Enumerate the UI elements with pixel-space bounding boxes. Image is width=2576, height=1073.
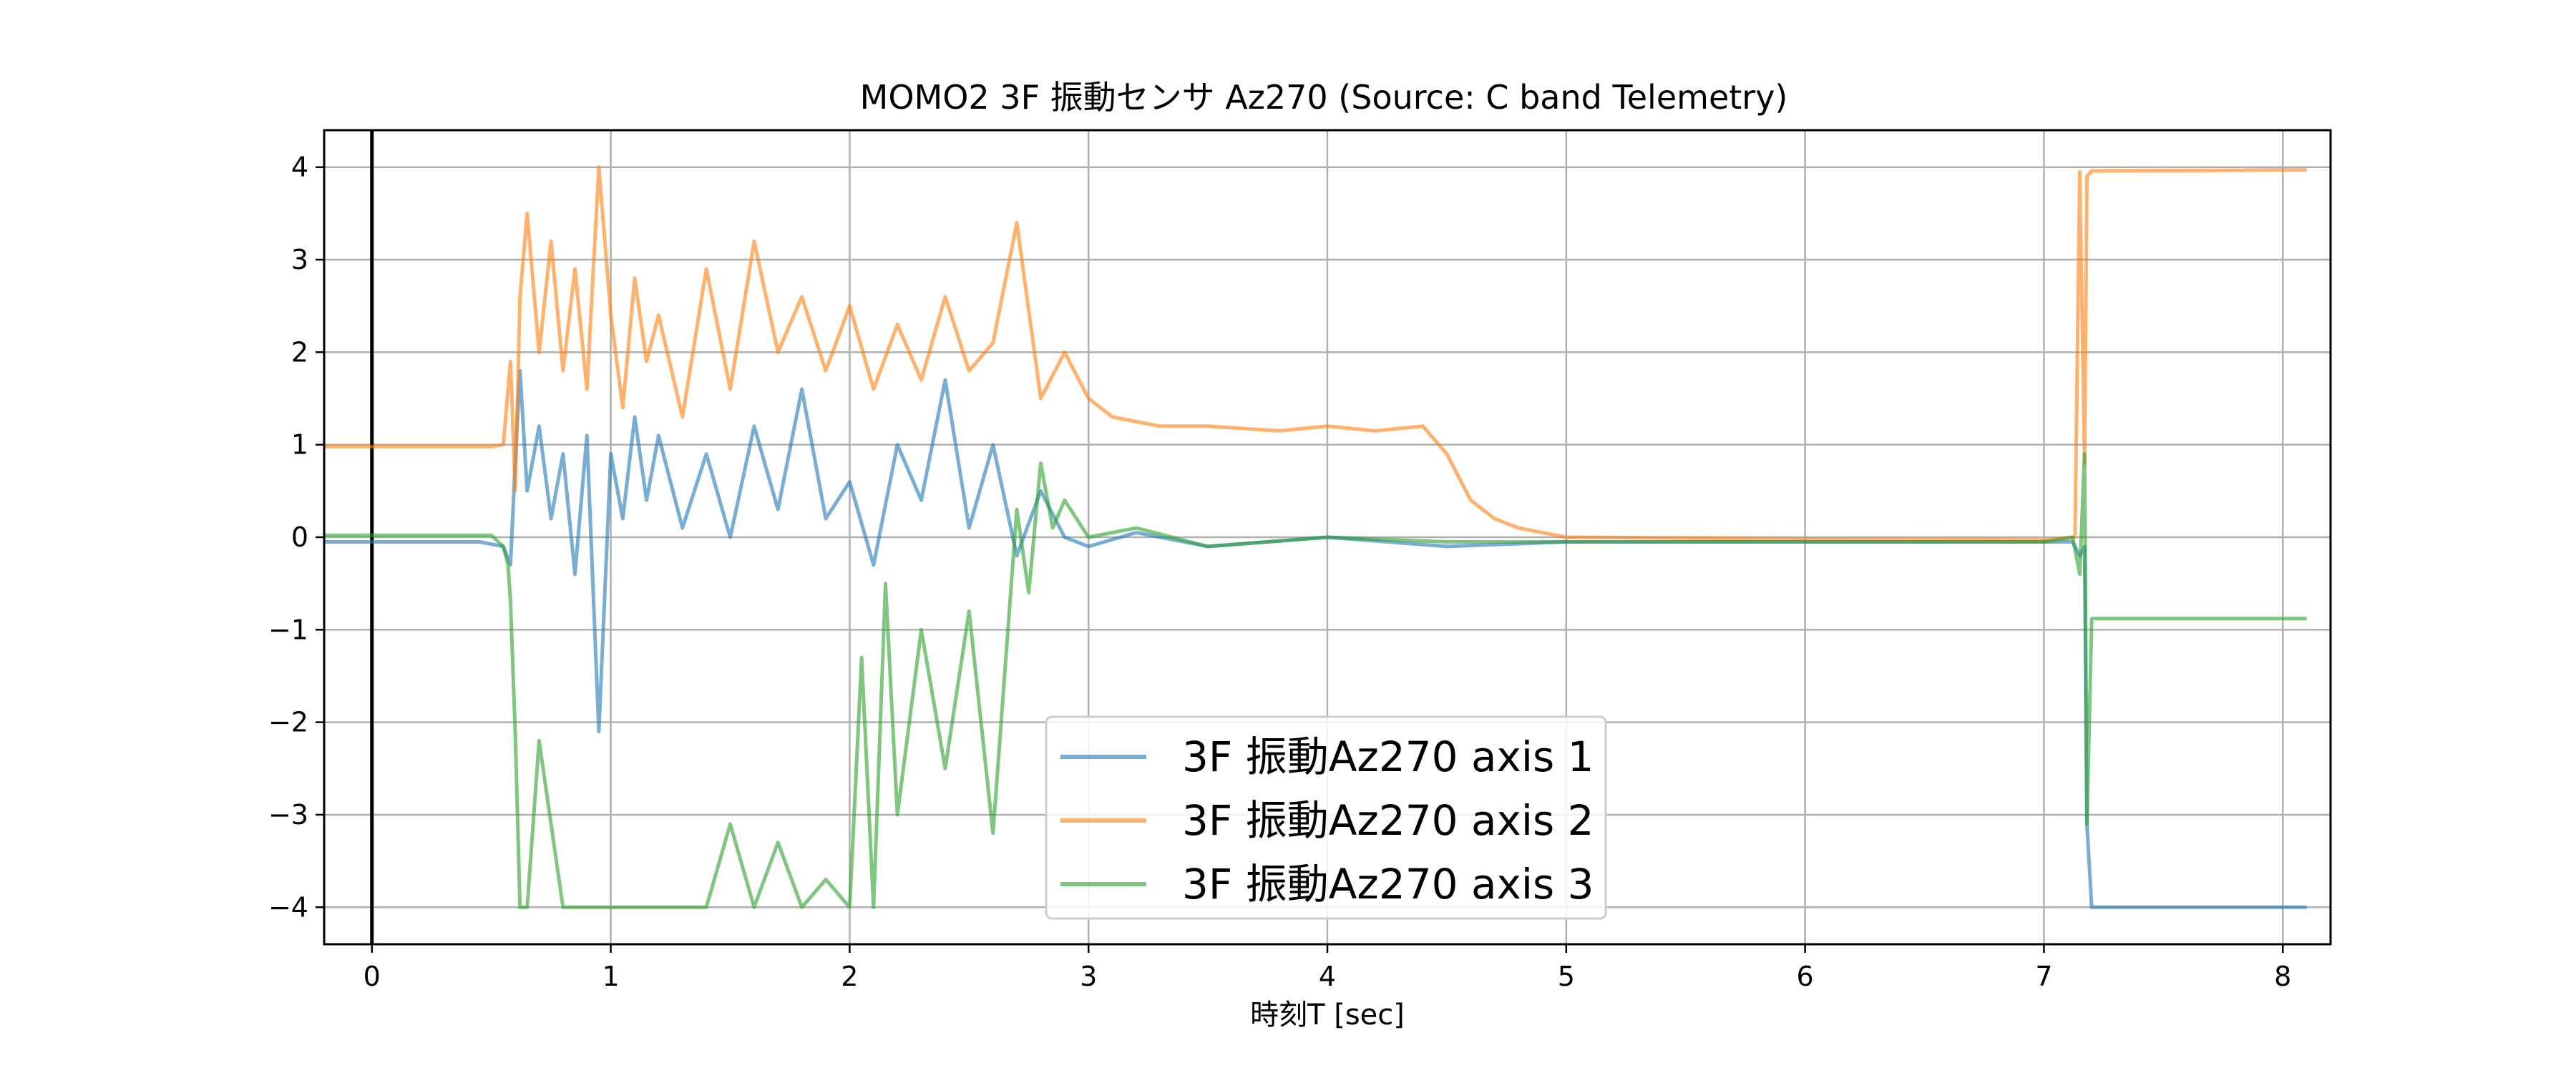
chart-title: MOMO2 3F 振動センサ Az270 (Source: C band Tel… <box>860 78 1788 117</box>
x-tick-label: 8 <box>2274 961 2291 992</box>
legend-label: 3F 振動Az270 axis 3 <box>1182 860 1594 908</box>
y-axis: −4 −3 −2 −1 0 1 2 3 4 <box>268 152 324 923</box>
y-tick-label: 0 <box>291 521 308 553</box>
x-tick-label: 3 <box>1080 961 1097 992</box>
series-layer <box>324 165 2307 909</box>
series-3-line <box>324 452 2307 909</box>
series-2-line <box>324 165 2307 542</box>
legend-label: 3F 振動Az270 axis 2 <box>1182 796 1594 845</box>
x-tick-label: 2 <box>841 961 858 992</box>
x-tick-label: 6 <box>1797 961 1814 992</box>
y-tick-label: −3 <box>268 799 308 831</box>
y-tick-label: −2 <box>268 707 308 738</box>
x-axis: 0 1 2 3 4 5 6 7 8 <box>364 944 2291 992</box>
y-tick-label: −4 <box>268 891 308 923</box>
x-tick-label: 7 <box>2035 961 2052 992</box>
y-tick-label: −1 <box>268 614 308 645</box>
x-tick-label: 5 <box>1558 961 1575 992</box>
legend: 3F 振動Az270 axis 1 3F 振動Az270 axis 2 3F 振動A… <box>1045 715 1607 920</box>
legend-box <box>1045 715 1607 920</box>
x-tick-label: 4 <box>1319 961 1336 992</box>
y-tick-label: 4 <box>291 152 308 183</box>
y-tick-label: 1 <box>291 429 308 461</box>
x-axis-label: 時刻T [sec] <box>1250 999 1405 1032</box>
y-tick-label: 2 <box>291 336 308 368</box>
legend-label: 3F 振動Az270 axis 1 <box>1182 733 1594 781</box>
x-tick-label: 0 <box>364 961 381 992</box>
y-tick-label: 3 <box>291 244 308 275</box>
x-tick-label: 1 <box>602 961 619 992</box>
